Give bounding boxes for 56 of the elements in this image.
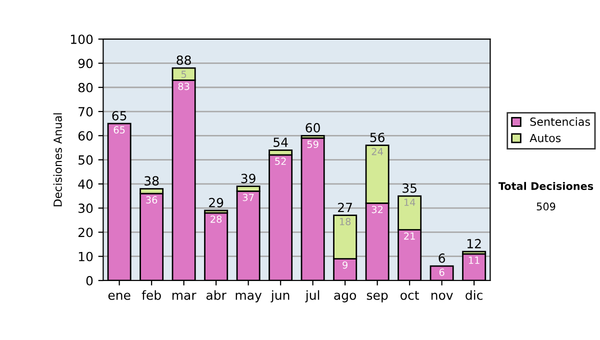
x-tick-label: mar (172, 292, 196, 300)
total-label: 27 (338, 202, 352, 212)
total-label: 65 (112, 110, 126, 120)
y-tick-label: 50 (78, 155, 93, 165)
total-label: 12 (467, 238, 481, 248)
x-tick-label: jul (305, 290, 320, 302)
data-label: 52 (275, 158, 286, 165)
y-tick-label: 10 (78, 252, 93, 262)
x-tick-label: dic (466, 290, 482, 300)
data-label: 83 (178, 82, 190, 90)
total-label: 60 (306, 123, 320, 133)
data-label: 6 (439, 268, 444, 276)
y-tick-label: 80 (78, 82, 93, 92)
x-tick-label: ene (108, 292, 130, 300)
y-tick-label: 40 (78, 179, 93, 189)
data-label: 59 (307, 140, 318, 148)
data-label: 28 (210, 215, 222, 223)
x-tick-label: sep (366, 292, 388, 302)
data-label: 32 (372, 206, 383, 214)
total-label: 35 (402, 183, 416, 193)
text: 509 (536, 202, 556, 210)
x-tick-label: may (236, 292, 262, 302)
x-tick-label: feb (142, 290, 161, 300)
data-label: 18 (340, 218, 351, 226)
y-tick-label: 90 (78, 58, 93, 68)
y-tick-label: 0 (86, 276, 93, 286)
total-label: 29 (209, 198, 224, 208)
data-label: 24 (372, 148, 383, 156)
x-tick-label: jun (270, 290, 290, 302)
legend-label: Autos (530, 134, 561, 142)
total-label: 56 (370, 132, 384, 142)
data-label: 36 (146, 196, 158, 204)
legend-label: Sentencias (530, 117, 590, 126)
x-tick-label: ago (334, 292, 356, 302)
y-tick-label: 70 (78, 106, 93, 116)
total-label: 88 (176, 55, 191, 65)
text: Total Decisiones (498, 182, 594, 190)
data-label: 9 (342, 261, 348, 269)
y-tick-label: 60 (78, 131, 93, 141)
total-label: 54 (274, 138, 288, 147)
data-label: 14 (404, 198, 416, 206)
data-label: 11 (468, 256, 480, 264)
x-tick-label: nov (431, 292, 453, 300)
y-axis-title: Decisiones Anual (53, 113, 62, 206)
data-label: 37 (242, 194, 254, 202)
total-label: 6 (438, 253, 446, 263)
y-tick-label: 100 (70, 34, 93, 44)
total-label: 38 (144, 176, 159, 186)
x-tick-label: oct (400, 290, 419, 300)
total-label: 39 (241, 174, 256, 184)
data-label: 5 (181, 70, 186, 78)
y-tick-label: 20 (78, 228, 93, 238)
x-tick-label: abr (206, 290, 226, 300)
data-label: 65 (114, 126, 125, 134)
data-label: 21 (404, 232, 415, 240)
y-tick-label: 30 (78, 204, 93, 214)
